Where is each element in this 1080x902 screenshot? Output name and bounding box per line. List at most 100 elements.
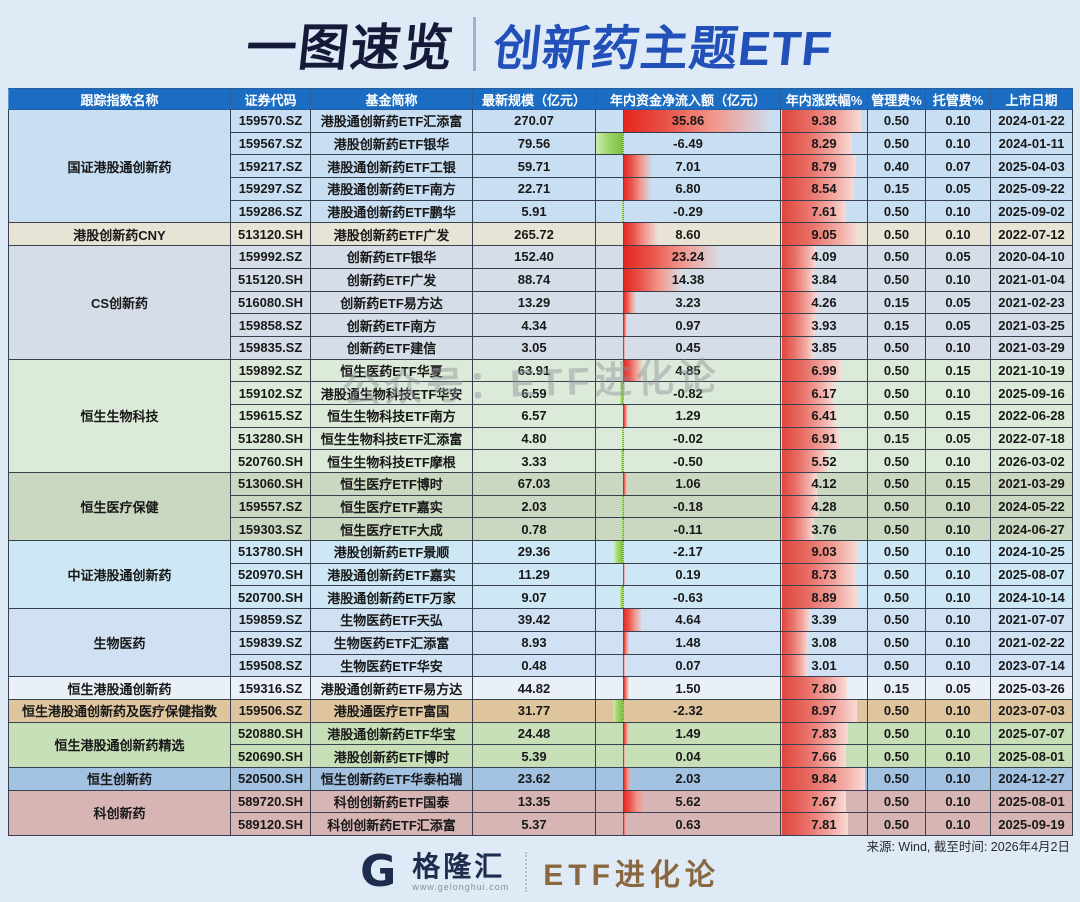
page-title: 一图速览 创新药主题ETF — [0, 0, 1080, 88]
change-cell: 8.54 — [780, 177, 868, 201]
code-cell: 159286.SZ — [230, 199, 311, 224]
inflow-cell: -2.32 — [595, 698, 781, 723]
code-cell: 513780.SH — [230, 540, 311, 564]
table-row: 159297.SZ 港股通创新药ETF南方 22.71 6.80 8.54 0.15 0.0… — [8, 177, 1073, 201]
list-date-cell: 2025-03-26 — [990, 676, 1073, 700]
change-value: 7.83 — [811, 725, 837, 741]
mgmt-fee-cell: 0.15 — [867, 313, 926, 337]
inflow-bar-positive — [623, 745, 625, 767]
change-cell: 6.99 — [780, 358, 868, 383]
list-date-cell: 2026-03-02 — [990, 449, 1073, 473]
table-row: 恒生医疗保健 513060.SH 恒生医疗ETF博时 67.03 1.06 4.12 0.5… — [8, 471, 1073, 542]
change-bar — [782, 291, 818, 313]
change-value: 3.08 — [811, 635, 837, 651]
code-cell: 513120.SH — [230, 222, 311, 247]
col-list-date: 上市日期 — [990, 88, 1073, 110]
mgmt-fee-cell: 0.50 — [867, 358, 926, 383]
fund-name-cell: 港股通创新药ETF华宝 — [310, 721, 473, 746]
change-bar — [782, 564, 856, 585]
inflow-bar-negative — [620, 586, 623, 608]
inflow-bar-positive — [623, 564, 625, 585]
scale-cell: 5.91 — [472, 199, 596, 224]
change-value: 7.80 — [811, 680, 837, 696]
inflow-value: 1.50 — [675, 680, 701, 696]
change-bar — [782, 700, 858, 722]
fund-name-cell: 港股通创新药ETF嘉实 — [310, 562, 473, 587]
fund-name-cell: 恒生医疗ETF大成 — [310, 517, 473, 542]
inflow-value: 1.29 — [675, 408, 701, 424]
code-cell: 513280.SH — [230, 426, 311, 451]
index-name-cell: 科创新药 — [8, 789, 231, 837]
list-date-cell: 2021-03-29 — [990, 335, 1073, 360]
inflow-value: 2.03 — [675, 771, 701, 787]
inflow-value: 3.23 — [675, 294, 701, 310]
inflow-value: 14.38 — [671, 272, 705, 288]
table-row: 科创新药 589720.SH 科创创新药ETF国泰 13.35 5.62 7.67 0.50… — [8, 789, 1073, 837]
table-row: 159303.SZ 恒生医疗ETF大成 0.78 -0.11 3.76 0.50 0.10 2… — [8, 517, 1073, 542]
inflow-cell: 23.24 — [595, 245, 781, 269]
change-cell: 7.61 — [780, 199, 868, 224]
mgmt-fee-cell: 0.50 — [867, 449, 926, 473]
brand-name: ETF进化论 — [543, 859, 720, 892]
scale-cell: 265.72 — [472, 222, 596, 247]
source-note: 来源: Wind, 截至时间: 2026年4月2日 — [866, 840, 1070, 854]
change-value: 7.61 — [811, 204, 837, 220]
change-cell: 3.93 — [780, 313, 868, 337]
change-bar — [782, 745, 847, 767]
change-value: 9.84 — [811, 771, 837, 787]
fund-name-cell: 港股通生物科技ETF华安 — [310, 381, 473, 405]
change-cell: 3.08 — [780, 630, 868, 655]
mgmt-fee-cell: 0.15 — [867, 177, 926, 201]
title-left: 一图速览 — [243, 20, 458, 76]
fund-name-cell: 港股通创新药ETF鹏华 — [310, 199, 473, 224]
inflow-cell: -0.11 — [595, 517, 781, 542]
fund-name-cell: 科创创新药ETF汇添富 — [310, 812, 473, 836]
change-value: 9.38 — [811, 113, 837, 129]
mgmt-fee-cell: 0.50 — [867, 335, 926, 360]
fund-name-cell: 港股通创新药ETF汇添富 — [310, 109, 473, 133]
change-cell: 9.03 — [780, 540, 868, 564]
scale-cell: 24.48 — [472, 721, 596, 746]
scale-cell: 8.93 — [472, 630, 596, 655]
list-date-cell: 2025-08-07 — [990, 562, 1073, 587]
change-value: 6.99 — [811, 362, 837, 378]
inflow-cell: 4.64 — [595, 608, 781, 632]
cust-fee-cell: 0.05 — [925, 676, 991, 700]
mgmt-fee-cell: 0.50 — [867, 222, 926, 247]
inflow-cell: 1.49 — [595, 721, 781, 746]
cust-fee-cell: 0.10 — [925, 721, 991, 746]
cust-fee-cell: 0.05 — [925, 426, 991, 451]
change-value: 8.73 — [811, 567, 837, 583]
mgmt-fee-cell: 0.50 — [867, 698, 926, 723]
cust-fee-cell: 0.10 — [925, 608, 991, 632]
inflow-value: 23.24 — [671, 249, 705, 265]
mgmt-fee-cell: 0.50 — [867, 585, 926, 610]
fund-name-cell: 生物医药ETF汇添富 — [310, 630, 473, 655]
change-cell: 9.05 — [780, 222, 868, 247]
change-value: 8.97 — [811, 703, 837, 719]
inflow-value: 0.45 — [675, 340, 701, 356]
fund-name-cell: 创新药ETF广发 — [310, 267, 473, 292]
scale-cell: 6.57 — [472, 403, 596, 428]
cust-fee-cell: 0.10 — [925, 494, 991, 519]
fund-name-cell: 港股创新药ETF博时 — [310, 744, 473, 768]
inflow-bar-positive — [623, 155, 652, 177]
change-bar — [782, 201, 846, 222]
change-value: 4.12 — [811, 476, 837, 492]
scale-cell: 3.33 — [472, 449, 596, 473]
cust-fee-cell: 0.05 — [925, 313, 991, 337]
inflow-value: -0.50 — [673, 453, 703, 469]
inflow-value: -0.02 — [673, 430, 703, 446]
code-cell: 159506.SZ — [230, 698, 311, 723]
inflow-bar-negative — [619, 382, 623, 404]
footer-logo: G 格隆汇 www.gelonghui.com ETF进化论 — [0, 850, 1080, 894]
mgmt-fee-cell: 0.50 — [867, 721, 926, 746]
list-date-cell: 2025-09-02 — [990, 199, 1073, 224]
change-bar — [782, 723, 848, 744]
change-bar — [782, 791, 847, 812]
list-date-cell: 2025-09-22 — [990, 177, 1073, 201]
mgmt-fee-cell: 0.50 — [867, 131, 926, 156]
cust-fee-cell: 0.10 — [925, 766, 991, 791]
table-row: 159286.SZ 港股通创新药ETF鹏华 5.91 -0.29 7.61 0.50 0.1… — [8, 199, 1073, 224]
change-bar — [782, 473, 817, 495]
